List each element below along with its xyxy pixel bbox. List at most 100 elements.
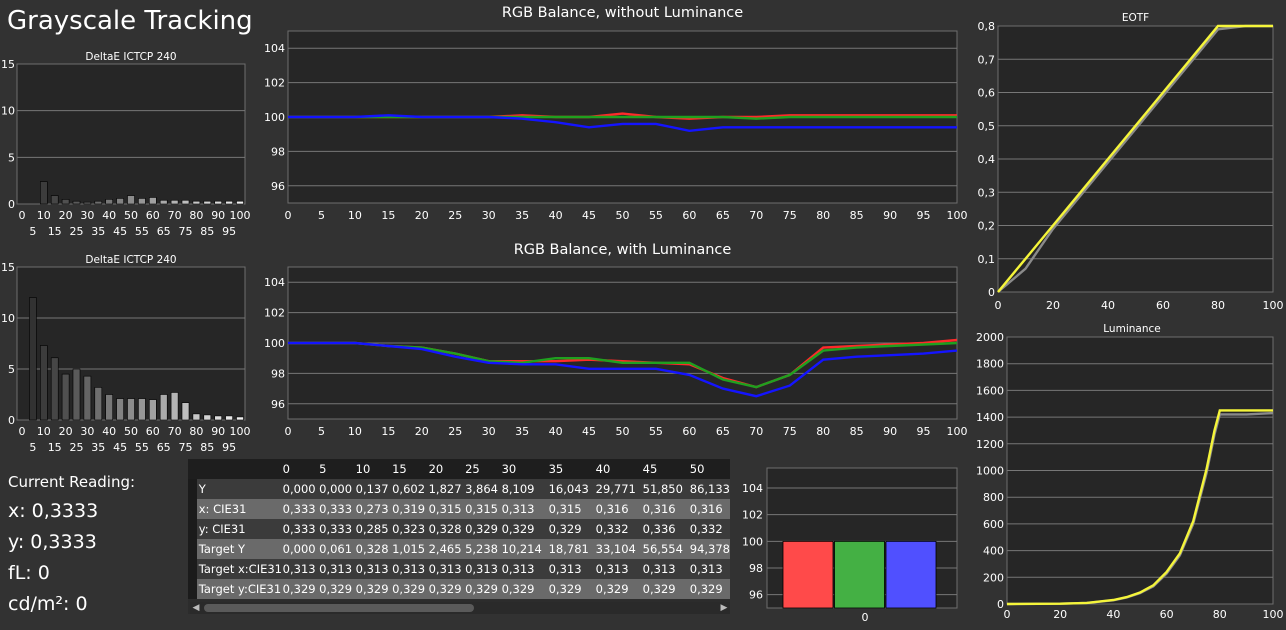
table-row[interactable]: Target x:CIE31 0,313 0,313 0,313 0,313 0,313 0… xyxy=(188,559,730,579)
rgb-bars-ytick-label: 102 xyxy=(742,509,763,522)
eotf-ytick-label: 0,5 xyxy=(978,120,996,133)
deltae-bottom-ytick-label: 0 xyxy=(8,414,15,427)
table-column-header: 30 xyxy=(501,459,549,479)
table-column-header: 50 xyxy=(689,459,730,479)
deltae-top-bar xyxy=(214,200,222,205)
table-row[interactable]: Y 0,000 0,000 0,137 0,602 1,827 3,864 8,109 16,0… xyxy=(188,479,730,499)
table-cell: 0,329 xyxy=(689,579,730,599)
table-cell: 0,329 xyxy=(548,579,596,599)
row-selector[interactable] xyxy=(188,499,197,519)
row-selector[interactable] xyxy=(188,519,197,539)
scroll-left-icon[interactable]: ◀ xyxy=(192,603,200,613)
deltae-top-bar xyxy=(236,200,244,205)
rgb-bars-bar-green xyxy=(834,540,885,609)
table-cell: 0,316 xyxy=(642,499,690,519)
table-cell: 33,104 xyxy=(595,539,643,559)
table-cell: 86,133 xyxy=(689,479,730,499)
deltae-bottom-bar xyxy=(105,394,113,421)
table-cell: 5,238 xyxy=(465,539,502,559)
luminance-ytick-label: 0 xyxy=(997,598,1004,611)
table-cell: 0,333 xyxy=(319,519,356,539)
table-horizontal-scrollbar[interactable]: ◀ ▶ xyxy=(190,602,730,614)
table-cell: 0,313 xyxy=(465,559,502,579)
deltae-top-xtick-label: 60 xyxy=(146,209,160,222)
table-cell: 0,313 xyxy=(282,559,320,579)
deltae-top-bar xyxy=(181,199,190,205)
deltae-bottom-bar xyxy=(72,368,81,421)
table-row[interactable]: Target Y 0,000 0,061 0,328 1,015 2,465 5,238 10… xyxy=(188,539,730,559)
eotf-ytick-label: 0,3 xyxy=(978,186,996,199)
deltae-top-bar xyxy=(94,200,103,205)
deltae-top-bar xyxy=(116,198,124,205)
table-column-header: 15 xyxy=(392,459,429,479)
deltae-top-xtick-label: 25 xyxy=(70,225,84,238)
deltae-bottom-ytick-label: 15 xyxy=(1,261,15,274)
deltae-bottom-xtick-label: 85 xyxy=(200,441,214,454)
table-row-label: Target y:CIE31 xyxy=(196,579,283,599)
deltae-top-bar xyxy=(105,199,113,205)
table-column-header: 25 xyxy=(465,459,502,479)
deltae-top-xtick-label: 50 xyxy=(124,209,138,222)
table-cell: 0,328 xyxy=(428,519,466,539)
table-cell: 0,333 xyxy=(319,499,356,519)
rgb-no-lum-xtick-label: 95 xyxy=(917,209,931,222)
deltae-top-xtick-label: 40 xyxy=(102,209,116,222)
table-cell: 16,043 xyxy=(548,479,596,499)
deltae-top-bar xyxy=(50,195,59,205)
rgb-lum-xtick-label: 5 xyxy=(318,425,325,438)
row-selector[interactable] xyxy=(188,579,197,599)
rgb-no-lum-xtick-label: 70 xyxy=(749,209,763,222)
table-cell: 0,313 xyxy=(689,559,730,579)
rgb-lum-title: RGB Balance, with Luminance xyxy=(514,242,732,258)
rgb-no-lum-xtick-label: 30 xyxy=(482,209,496,222)
deltae-top-xtick-label: 80 xyxy=(189,209,203,222)
table-row[interactable]: x: CIE31 0,333 0,333 0,273 0,319 0,315 0,315 0,… xyxy=(188,499,730,519)
deltae-top-bar xyxy=(127,195,135,205)
deltae-bottom-xtick-label: 90 xyxy=(211,425,225,438)
rgb-bars-ytick-label: 100 xyxy=(742,535,763,548)
table-cell: 8,109 xyxy=(501,479,549,499)
table-cell: 0,329 xyxy=(501,579,549,599)
table-cell: 0,329 xyxy=(392,579,429,599)
table-cell: 0,313 xyxy=(355,559,393,579)
deltae-bottom-xtick-label: 45 xyxy=(113,441,127,454)
deltae-bottom-xtick-label: 20 xyxy=(59,425,73,438)
scroll-right-icon[interactable]: ▶ xyxy=(720,603,728,613)
reading-x: x: 0,3333 xyxy=(8,500,99,522)
scrollbar-thumb[interactable] xyxy=(204,604,474,612)
table-row[interactable]: Target y:CIE31 0,329 0,329 0,329 0,329 0,329 0… xyxy=(188,579,730,599)
deltae-bottom-xtick-label: 100 xyxy=(230,425,251,438)
table-cell: 0,332 xyxy=(689,519,730,539)
deltae-bottom-xtick-label: 55 xyxy=(135,441,149,454)
measurement-table[interactable]: 0 5 10 15 20 25 30 35 40 45 50 Y 0,000 0,000 0,137 0,6… xyxy=(188,459,730,614)
deltae-bottom-ytick-label: 10 xyxy=(1,312,15,325)
table-row[interactable]: y: CIE31 0,333 0,333 0,285 0,323 0,328 0,329 0,… xyxy=(188,519,730,539)
rgb-lum-xtick-label: 60 xyxy=(682,425,696,438)
rgb-lum-xtick-label: 35 xyxy=(515,425,529,438)
table-column-header: 5 xyxy=(319,459,356,479)
deltae-top-xtick-label: 90 xyxy=(211,209,225,222)
rgb-lum-xtick-label: 75 xyxy=(783,425,797,438)
deltae-top-xtick-label: 65 xyxy=(157,225,171,238)
rgb-lum-series-blue-line xyxy=(288,341,958,398)
deltae-top-bar xyxy=(170,199,179,205)
table-label-header xyxy=(196,459,283,479)
deltae-top-xtick-label: 30 xyxy=(80,209,94,222)
deltae-bottom-bar xyxy=(159,394,168,421)
row-selector[interactable] xyxy=(188,479,197,499)
deltae-top-xtick-label: 45 xyxy=(113,225,127,238)
luminance-ytick-label: 2000 xyxy=(976,331,1004,344)
row-selector[interactable] xyxy=(188,559,197,579)
table-row-label: x: CIE31 xyxy=(196,499,283,519)
table-column-header: 10 xyxy=(355,459,393,479)
row-selector[interactable] xyxy=(188,539,197,559)
rgb-no-lum-ytick-label: 102 xyxy=(264,77,285,90)
deltae-bottom-bar xyxy=(225,415,233,421)
table-column-header: 45 xyxy=(642,459,690,479)
reading-fl: fL: 0 xyxy=(8,562,50,584)
deltae-bottom-xtick-label: 80 xyxy=(189,425,203,438)
rgb-no-lum-xtick-label: 10 xyxy=(348,209,362,222)
table-cell: 0,313 xyxy=(392,559,429,579)
table-cell: 0,313 xyxy=(501,499,549,519)
